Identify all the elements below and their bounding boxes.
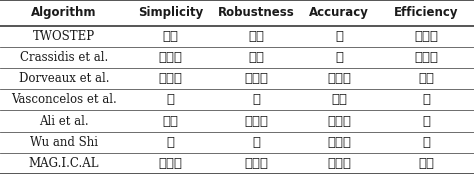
Text: ✓✓✓: ✓✓✓ (244, 114, 268, 128)
Text: ✓✓✓: ✓✓✓ (244, 157, 268, 170)
Text: ✓: ✓ (423, 93, 430, 106)
Text: ✓✓✓: ✓✓✓ (159, 72, 182, 85)
Text: Dorveaux et al.: Dorveaux et al. (19, 72, 109, 85)
Text: ✓✓: ✓✓ (163, 30, 179, 43)
Text: ✓: ✓ (167, 136, 174, 149)
Text: TWOSTEP: TWOSTEP (33, 30, 95, 43)
Text: ✓✓✓: ✓✓✓ (244, 72, 268, 85)
Text: ✓✓✓: ✓✓✓ (159, 157, 182, 170)
Text: ✓✓✓: ✓✓✓ (327, 136, 351, 149)
Text: ✓: ✓ (252, 93, 260, 106)
Text: ✓✓✓: ✓✓✓ (327, 72, 351, 85)
Text: ✓✓: ✓✓ (163, 114, 179, 128)
Text: Algorithm: Algorithm (31, 6, 97, 19)
Text: ✓✓: ✓✓ (419, 157, 435, 170)
Text: ✓✓✓: ✓✓✓ (415, 51, 438, 64)
Text: Accuracy: Accuracy (309, 6, 369, 19)
Text: ✓✓: ✓✓ (248, 30, 264, 43)
Text: Vasconcelos et al.: Vasconcelos et al. (11, 93, 117, 106)
Text: MAG.I.C.AL: MAG.I.C.AL (29, 157, 99, 170)
Text: Simplicity: Simplicity (138, 6, 203, 19)
Text: ✓✓: ✓✓ (248, 51, 264, 64)
Text: Efficiency: Efficiency (394, 6, 459, 19)
Text: Ali et al.: Ali et al. (39, 114, 89, 128)
Text: ✓: ✓ (252, 136, 260, 149)
Text: Wu and Shi: Wu and Shi (30, 136, 98, 149)
Text: ✓✓✓: ✓✓✓ (415, 30, 438, 43)
Text: ✓✓✓: ✓✓✓ (159, 51, 182, 64)
Text: ✓✓: ✓✓ (331, 93, 347, 106)
Text: ✓: ✓ (335, 30, 343, 43)
Text: ✓✓✓: ✓✓✓ (327, 157, 351, 170)
Text: ✓: ✓ (167, 93, 174, 106)
Text: ✓: ✓ (423, 114, 430, 128)
Text: ✓✓✓: ✓✓✓ (327, 114, 351, 128)
Text: ✓: ✓ (335, 51, 343, 64)
Text: ✓✓: ✓✓ (419, 72, 435, 85)
Text: ✓: ✓ (423, 136, 430, 149)
Text: Crassidis et al.: Crassidis et al. (20, 51, 108, 64)
Text: Robustness: Robustness (218, 6, 294, 19)
